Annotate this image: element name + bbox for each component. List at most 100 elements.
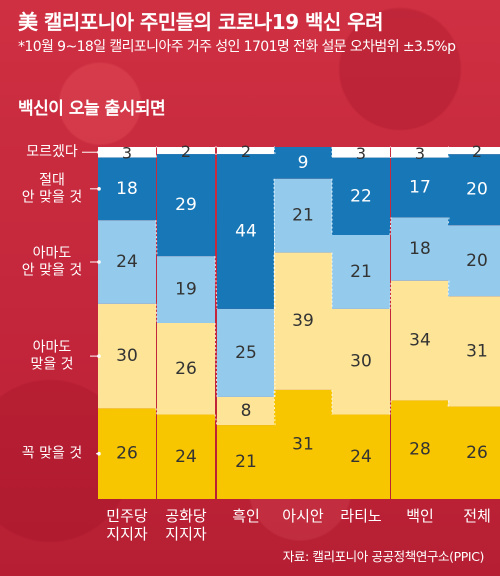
bar-segment — [157, 154, 215, 257]
category-label: 백인 — [406, 507, 434, 525]
data-label: 24 — [116, 252, 138, 272]
bar-segment — [448, 154, 500, 226]
connector-line — [447, 280, 450, 297]
chart-title: 美 캘리포니아 주민들의 코로나19 백신 우려 — [18, 10, 384, 34]
bar-segment — [332, 147, 390, 158]
chart-subtitle: *10월 9~18일 캘리포니아주 거주 성인 1701명 전화 설문 오차범위… — [18, 39, 456, 55]
data-label: 24 — [175, 447, 197, 467]
pointer-dot — [97, 451, 101, 456]
data-label: 25 — [235, 343, 257, 363]
data-label: 3 — [356, 144, 366, 163]
connector-line — [214, 322, 218, 397]
bar-segment — [391, 400, 449, 499]
data-label: 18 — [409, 239, 431, 259]
bar-segment — [217, 396, 275, 426]
connector-line — [447, 400, 450, 407]
connector-line — [214, 256, 218, 309]
data-label: 31 — [466, 341, 488, 361]
bar-segment — [391, 147, 449, 158]
connector-line — [155, 408, 158, 415]
bar-segment — [98, 157, 156, 221]
data-label: 2 — [472, 142, 482, 161]
category-label: 지지자 — [165, 525, 207, 543]
data-label: 3 — [415, 144, 425, 163]
bar-segment — [217, 308, 275, 397]
bar-segment — [157, 147, 215, 155]
data-label: 19 — [175, 280, 197, 300]
series-label: 아마도 — [33, 246, 72, 262]
bar-segment — [217, 154, 275, 309]
bar-segment — [157, 414, 215, 499]
bar-segment — [391, 157, 449, 218]
pointer-dot — [97, 187, 101, 191]
data-label: 26 — [116, 444, 138, 464]
connector-line — [273, 389, 276, 426]
category-label: 민주당 — [106, 507, 148, 525]
data-label: 21 — [292, 206, 314, 226]
data-label: 29 — [175, 195, 197, 215]
bar-segment — [332, 235, 390, 309]
bar-segment — [391, 280, 449, 401]
data-label: 26 — [466, 443, 488, 463]
bar-segment — [98, 408, 156, 499]
data-label: 34 — [409, 331, 431, 351]
data-label: 18 — [116, 179, 138, 199]
series-label: 안 맞을 것 — [22, 263, 82, 279]
bar-segment — [98, 303, 156, 409]
bar-segment — [274, 147, 332, 179]
data-label: 22 — [350, 186, 372, 206]
bar-segment — [274, 389, 332, 499]
bar-segment — [157, 323, 215, 415]
series-label: 모르겠다 — [26, 144, 78, 160]
pointer-dot — [97, 150, 101, 155]
data-label: 2 — [181, 142, 191, 161]
category-label: 흑인 — [232, 507, 260, 525]
series-label: 꼭 맞을 것 — [22, 446, 82, 462]
bar-segment — [274, 252, 332, 390]
data-label: 20 — [466, 251, 488, 271]
connector-line — [389, 217, 392, 236]
bar-segment — [448, 225, 500, 297]
category-label: 공화당 — [165, 507, 207, 525]
bar-segment — [332, 157, 390, 235]
data-label: 21 — [235, 452, 257, 472]
data-label: 31 — [292, 434, 314, 454]
data-label: 26 — [175, 359, 197, 379]
connector-line — [273, 252, 276, 397]
category-label: 지지자 — [106, 525, 148, 543]
connector-line — [447, 217, 450, 226]
connector-line — [447, 153, 450, 158]
data-label: 17 — [409, 177, 431, 197]
connector-line — [273, 178, 276, 309]
category-label: 라티노 — [340, 507, 382, 525]
data-label: 21 — [350, 262, 372, 282]
bar-segment — [274, 178, 332, 253]
connector-line — [155, 220, 158, 257]
bar-segment — [217, 147, 275, 155]
bar-segment — [448, 296, 500, 407]
bar-segment — [98, 220, 156, 304]
connector-line — [389, 280, 392, 309]
section-label: 백신이 오늘 출시되면 — [18, 99, 166, 119]
source-note: 자료: 캘리포니아 공공정책연구소(PPIC) — [282, 549, 485, 564]
category-label: 아시안 — [282, 507, 324, 525]
bar-segment — [448, 147, 500, 155]
series-label: 아마도 — [33, 340, 72, 356]
category-label: 전체 — [463, 507, 491, 525]
connector-line — [273, 146, 276, 155]
bar-segment — [332, 308, 390, 415]
data-label: 3 — [122, 144, 132, 163]
data-label: 39 — [292, 311, 314, 331]
bar-segment — [332, 414, 390, 499]
data-label: 2 — [241, 142, 251, 161]
data-label: 44 — [235, 221, 257, 241]
pointer-dot — [97, 354, 101, 358]
series-label: 절대 — [39, 172, 65, 188]
data-label: 30 — [116, 346, 138, 366]
data-label: 28 — [409, 440, 431, 460]
data-label: 24 — [350, 447, 372, 467]
connector-line — [155, 303, 158, 324]
bar-segment — [98, 147, 156, 158]
pointer-dot — [97, 260, 101, 264]
